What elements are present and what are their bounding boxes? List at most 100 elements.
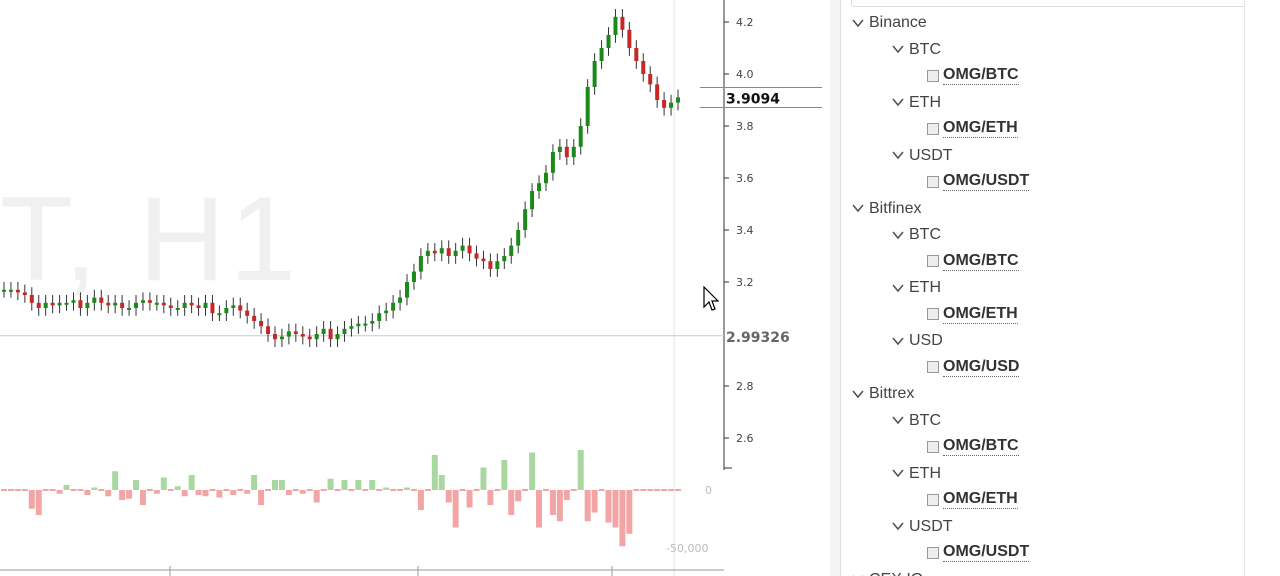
tree-node-exchange[interactable]: Binance <box>851 10 927 36</box>
tree-node-pair[interactable]: OMG/USDT <box>927 169 1030 195</box>
volume-bar <box>598 489 605 491</box>
tree-node-quote[interactable]: BTC <box>891 408 941 434</box>
candle-body <box>8 289 13 292</box>
chevron-down-icon[interactable] <box>891 519 905 533</box>
pair-link[interactable]: OMG/USDT <box>943 172 1030 192</box>
tree-node-pair[interactable]: OMG/USDT <box>927 540 1030 566</box>
candle-body <box>321 328 326 334</box>
quote-group-label: USDT <box>909 146 953 164</box>
chevron-down-icon[interactable] <box>891 281 905 295</box>
candle-body <box>245 310 250 316</box>
pair-checkbox[interactable] <box>927 255 939 268</box>
crosshair-price-label: 2.99326 <box>726 330 790 346</box>
exchange-label: Binance <box>869 14 927 31</box>
tree-node-pair[interactable]: OMG/USD <box>927 355 1020 381</box>
chevron-down-icon[interactable] <box>891 228 905 242</box>
tree-node-quote[interactable]: USD <box>891 328 943 354</box>
pair-checkbox[interactable] <box>927 493 939 506</box>
tree-node-exchange[interactable]: Bittrex <box>851 381 914 407</box>
outer-frame <box>1244 0 1280 576</box>
pair-link[interactable]: OMG/USDT <box>943 543 1030 563</box>
pair-checkbox[interactable] <box>927 361 939 374</box>
volume-bar <box>480 467 487 490</box>
quote-group-label: ETH <box>909 464 941 482</box>
tree-node-quote[interactable]: ETH <box>891 90 941 116</box>
volume-bar <box>640 489 647 491</box>
pair-checkbox[interactable] <box>927 69 939 82</box>
candle-body <box>488 261 493 269</box>
tree-node-pair[interactable]: OMG/BTC <box>927 434 1019 460</box>
tree-node-quote[interactable]: ETH <box>891 275 941 301</box>
volume-bar <box>397 489 404 491</box>
candle-body <box>161 302 166 306</box>
tree-node-exchange[interactable]: Bitfinex <box>851 196 921 222</box>
current-price-label: 3.9094 <box>726 92 780 108</box>
candle-body <box>613 16 618 35</box>
candle-body <box>467 245 472 254</box>
volume-bar <box>56 490 63 494</box>
volume-bar <box>626 490 633 534</box>
pair-checkbox[interactable] <box>927 122 939 135</box>
volume-bar <box>542 489 549 491</box>
volume-bar <box>549 490 556 515</box>
axis-tick-label: 3.4 <box>736 224 754 237</box>
candle-body <box>557 146 562 152</box>
pair-link[interactable]: OMG/BTC <box>943 437 1019 457</box>
tree-node-pair[interactable]: OMG/ETH <box>927 302 1018 328</box>
chevron-down-icon[interactable] <box>891 413 905 427</box>
candle-body <box>543 172 548 184</box>
chevron-down-icon[interactable] <box>891 42 905 56</box>
pair-checkbox[interactable] <box>927 175 939 188</box>
volume-bar <box>70 489 77 491</box>
pair-link[interactable]: OMG/ETH <box>943 119 1018 139</box>
panel-divider[interactable] <box>830 0 840 576</box>
tree-node-quote[interactable]: BTC <box>891 222 941 248</box>
chevron-down-icon[interactable] <box>891 95 905 109</box>
candle-body <box>224 308 229 314</box>
volume-bar <box>487 490 494 505</box>
candle-body <box>252 315 257 321</box>
candle-body <box>113 302 118 306</box>
chevron-down-icon[interactable] <box>851 201 865 215</box>
chart-canvas[interactable]: 4.2 4.0 3.8 3.6 3.4 3.2 2.8 2.6 2.99326 3.9094 0 -5… <box>0 0 830 576</box>
candle-body <box>189 302 194 306</box>
pair-link[interactable]: OMG/ETH <box>943 304 1018 324</box>
candle-body <box>286 331 291 337</box>
volume-bar <box>285 490 292 495</box>
tree-node-quote[interactable]: USDT <box>891 143 953 169</box>
volume-bar <box>271 480 278 490</box>
chevron-down-icon[interactable] <box>891 148 905 162</box>
price-chart[interactable]: T, H1 4.2 4.0 3.8 3.6 3.4 3.2 2.8 2.6 2.99326 3.9… <box>0 0 830 576</box>
pair-link[interactable]: OMG/ETH <box>943 490 1018 510</box>
tree-node-quote[interactable]: USDT <box>891 514 953 540</box>
volume-bar <box>126 490 133 499</box>
quote-group-label: BTC <box>909 40 941 58</box>
chevron-down-icon[interactable] <box>891 466 905 480</box>
tree-node-quote[interactable]: ETH <box>891 461 941 487</box>
pair-checkbox[interactable] <box>927 546 939 559</box>
tree-node-pair[interactable]: OMG/ETH <box>927 116 1018 142</box>
chevron-down-icon[interactable] <box>851 572 865 576</box>
chevron-down-icon[interactable] <box>851 387 865 401</box>
chevron-down-icon[interactable] <box>851 16 865 30</box>
tree-node-quote[interactable]: BTC <box>891 37 941 63</box>
pair-link[interactable]: OMG/USD <box>943 357 1020 377</box>
tree-node-exchange[interactable]: CEX.IO <box>851 567 923 576</box>
candle-body <box>85 302 90 308</box>
axis-tick-label: 2.8 <box>736 380 754 393</box>
volume-bar <box>515 490 522 502</box>
candle-body <box>22 292 27 295</box>
candle-body <box>571 146 576 158</box>
volume-bar <box>216 490 223 498</box>
pair-link[interactable]: OMG/BTC <box>943 66 1019 86</box>
tree-node-pair[interactable]: OMG/BTC <box>927 63 1019 89</box>
tree-node-pair[interactable]: OMG/ETH <box>927 487 1018 513</box>
tree-node-pair[interactable]: OMG/BTC <box>927 249 1019 275</box>
pair-checkbox[interactable] <box>927 440 939 453</box>
candle-body <box>502 256 507 262</box>
pair-link[interactable]: OMG/BTC <box>943 251 1019 271</box>
pair-checkbox[interactable] <box>927 308 939 321</box>
chevron-down-icon[interactable] <box>891 334 905 348</box>
candle-body <box>495 261 500 269</box>
volume-bar <box>244 490 251 494</box>
